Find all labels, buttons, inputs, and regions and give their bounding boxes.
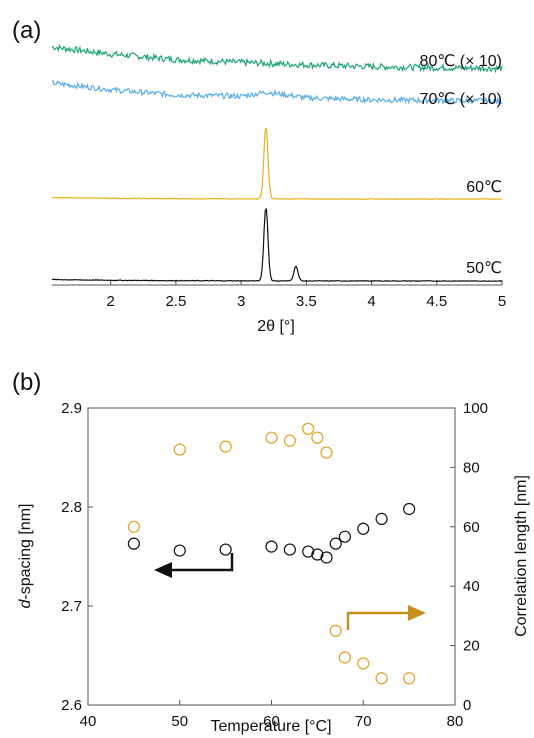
b-yr-tick-label: 20	[463, 638, 480, 655]
d-spacing-point	[311, 548, 324, 561]
correlation-length-point	[338, 651, 351, 664]
b-yl-tick-label: 2.7	[61, 598, 82, 615]
a-curve-0	[51, 43, 503, 74]
b-x-tick-label: 40	[80, 713, 97, 730]
panel-b-y-right-label: Correlation length [nm]	[513, 475, 530, 637]
panel-a-label: (a)	[12, 17, 41, 44]
b-x-tick-label: 80	[447, 713, 464, 730]
correlation-length-point	[329, 624, 342, 637]
panel-b-frame	[87, 407, 456, 706]
b-yl-tick-label: 2.6	[61, 697, 82, 714]
correlation-length-point	[302, 422, 315, 435]
b-x-tick-label: 70	[355, 713, 372, 730]
a-curve-2	[51, 127, 502, 200]
panel-b-ticks: 40 50 60 70 80 2.6 2.7 2.8 2.9 0 20 40 60 80 100	[61, 400, 488, 730]
panel-b-arrows	[154, 553, 426, 630]
curve-label-50: 50℃	[466, 260, 502, 277]
b-x-tick-label: 50	[171, 713, 188, 730]
d-spacing-point	[329, 537, 342, 550]
a-x-tick-label: 5	[498, 293, 506, 310]
panel-b-points	[127, 422, 416, 685]
curve-label-60: 60℃	[466, 179, 502, 196]
left-arrow-shaft	[168, 553, 234, 572]
correlation-length-point	[357, 657, 370, 670]
a-curve-3	[51, 208, 503, 282]
curve-label-70: 70℃ (× 10)	[420, 91, 502, 108]
b-x-tick-label: 60	[263, 713, 280, 730]
panel-b-y-left-label: d-spacing [nm]	[17, 504, 34, 609]
a-x-tick-label: 3	[237, 293, 245, 310]
d-spacing-point	[403, 502, 416, 516]
correlation-length-point	[283, 434, 296, 447]
a-x-tick-label: 2.5	[165, 293, 186, 310]
correlation-length-point	[375, 672, 388, 685]
curve-label-80: 80℃ (× 10)	[420, 53, 502, 70]
b-yr-tick-label: 0	[463, 697, 471, 714]
a-curve-1	[51, 79, 503, 106]
correlation-length-point	[173, 443, 186, 456]
b-yr-tick-label: 40	[463, 578, 480, 595]
d-spacing-point	[127, 537, 140, 550]
left-arrow-head	[154, 562, 172, 578]
b-yr-tick-label: 100	[463, 400, 488, 417]
a-x-tick-label: 4.5	[426, 293, 447, 310]
d-spacing-point	[173, 544, 186, 557]
d-spacing-point	[302, 545, 315, 558]
correlation-length-point	[403, 672, 416, 685]
panel-b-x-label: Temperature [°C]	[210, 718, 331, 735]
right-arrow-shaft	[346, 611, 410, 630]
panel-a-x-ticks: 2 2.5 3 3.5 4 4.5 5	[107, 280, 506, 310]
d-spacing-point	[219, 543, 232, 556]
d-spacing-point	[283, 543, 296, 556]
d-spacing-point	[375, 512, 388, 525]
panel-a-plot: 2 2.5 3 3.5 4 4.5 5 2θ [°] 80℃ (× 10) 70℃ (× 1…	[51, 43, 506, 335]
b-yl-tick-label: 2.9	[61, 400, 82, 417]
panel-a-curve-labels: 80℃ (× 10) 70℃ (× 10) 60℃ 50℃	[420, 53, 502, 277]
a-x-tick-label: 2	[107, 293, 115, 310]
b-yr-tick-label: 80	[463, 459, 480, 476]
panel-b-plot: 40 50 60 70 80 2.6 2.7 2.8 2.9 0 20 40 60 80 100 Tempe…	[17, 400, 530, 735]
y-left-label-rest: -spacing [nm]	[17, 504, 34, 600]
correlation-length-point	[265, 431, 278, 444]
y-left-label-italic: d	[17, 598, 34, 608]
a-x-tick-label: 3.5	[296, 293, 317, 310]
d-spacing-point	[338, 530, 351, 543]
panel-a-curves	[51, 43, 503, 282]
panel-a-x-label: 2θ [°]	[257, 318, 295, 335]
b-yr-tick-label: 60	[463, 519, 480, 536]
panel-b-label: (b)	[12, 369, 41, 396]
correlation-length-point	[311, 431, 324, 444]
a-x-tick-label: 4	[367, 293, 375, 310]
b-yl-tick-label: 2.8	[61, 499, 82, 516]
correlation-length-point	[127, 520, 140, 533]
correlation-length-point	[320, 446, 333, 459]
d-spacing-point	[320, 551, 333, 564]
right-arrow-head	[408, 605, 426, 621]
d-spacing-point	[357, 522, 370, 535]
correlation-length-point	[219, 440, 232, 453]
d-spacing-point	[265, 540, 278, 553]
